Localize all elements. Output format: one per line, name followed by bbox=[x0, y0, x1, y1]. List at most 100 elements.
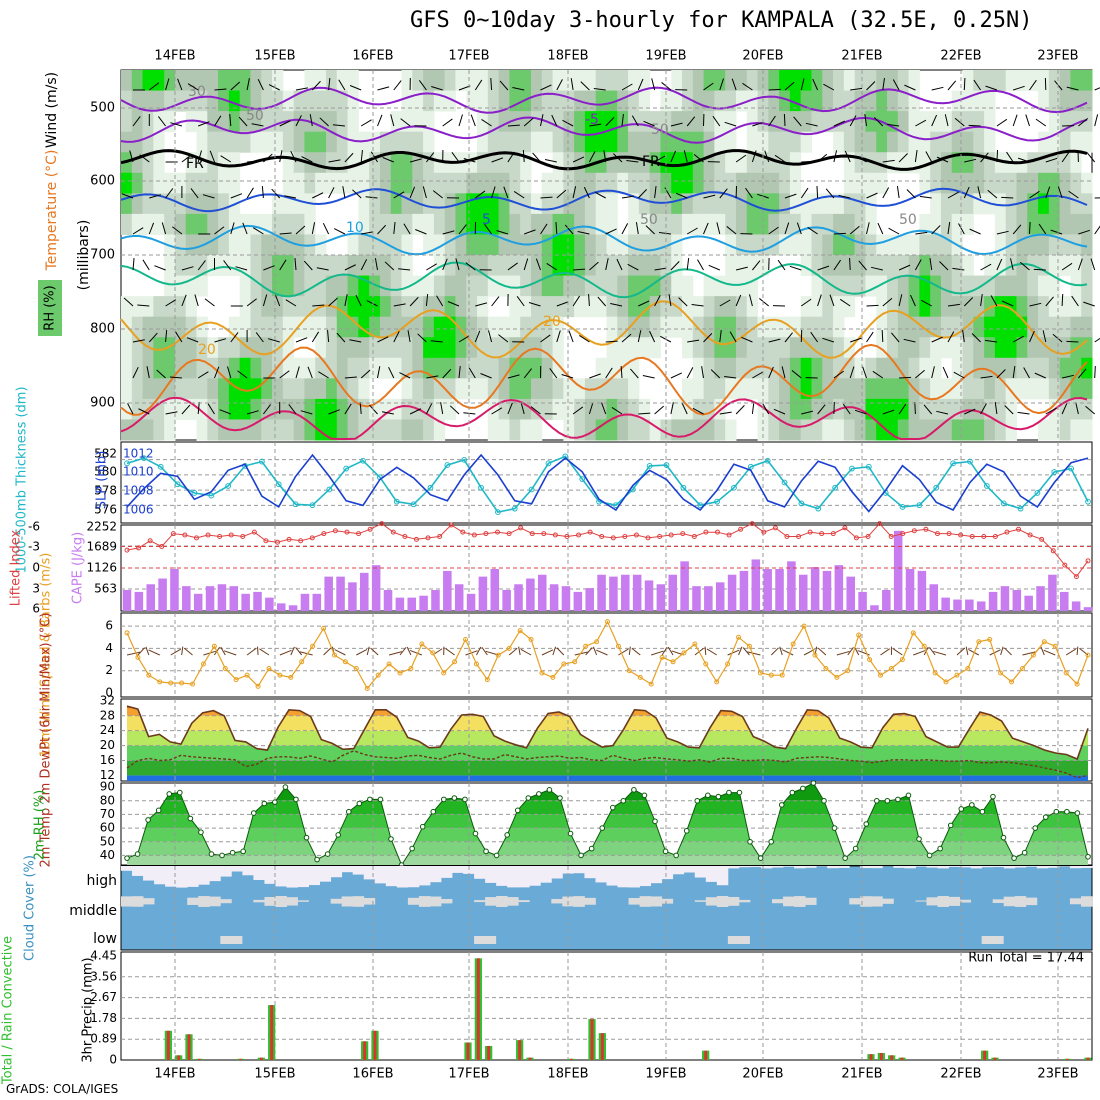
rh-cell bbox=[746, 378, 759, 400]
rh-cell bbox=[541, 172, 554, 194]
rh-cell bbox=[520, 193, 532, 215]
rh-cell bbox=[822, 234, 834, 256]
rh-cell bbox=[121, 398, 133, 420]
wind-barb bbox=[791, 370, 802, 379]
li-marker bbox=[714, 529, 720, 535]
rh-cell bbox=[164, 275, 176, 297]
wind-barb bbox=[731, 78, 737, 91]
rh-cell bbox=[692, 213, 705, 235]
rh-cell bbox=[379, 275, 392, 297]
wind-barb bbox=[1050, 229, 1063, 235]
rh-cell bbox=[131, 316, 144, 338]
rh-cell bbox=[725, 419, 737, 441]
cape-bar bbox=[1071, 601, 1081, 611]
rh-cell bbox=[552, 70, 564, 92]
rh-cell bbox=[239, 296, 251, 318]
rh-cell bbox=[142, 90, 154, 112]
wind-barb bbox=[132, 258, 135, 271]
rh-cell bbox=[142, 131, 154, 153]
rh-cell bbox=[520, 152, 532, 174]
wind-barb bbox=[686, 367, 694, 379]
rh-cell bbox=[185, 296, 198, 318]
wind-barb bbox=[295, 115, 302, 127]
rh-cell bbox=[940, 398, 953, 420]
wind-barb bbox=[829, 294, 835, 307]
rh-cell bbox=[218, 255, 230, 277]
rh-cell bbox=[606, 193, 618, 215]
wind-barb bbox=[1003, 647, 1012, 656]
precip-conv-bar bbox=[590, 1019, 594, 1060]
rh-cell bbox=[994, 255, 1007, 277]
rh-cell bbox=[811, 90, 823, 112]
rh-cell bbox=[541, 193, 554, 215]
wind-marker bbox=[757, 670, 763, 676]
cloud-high-cell bbox=[429, 866, 442, 883]
wind-marker bbox=[746, 643, 752, 649]
rh-marker bbox=[831, 825, 838, 831]
rh-cell bbox=[908, 357, 920, 379]
wind-barb bbox=[770, 647, 779, 656]
wind-barb bbox=[230, 332, 239, 343]
wind-marker bbox=[1030, 652, 1036, 658]
cloud-high-cell bbox=[805, 866, 817, 868]
rh-cell bbox=[714, 419, 726, 441]
wind-marker bbox=[539, 670, 545, 676]
rh-cell bbox=[207, 378, 219, 400]
rh-cell bbox=[444, 172, 456, 194]
rh-cell bbox=[336, 419, 349, 441]
rh-cell bbox=[347, 378, 359, 400]
rh-cell bbox=[876, 398, 888, 420]
rh-cell bbox=[617, 316, 629, 338]
rh-cell bbox=[628, 70, 640, 92]
rh-cell bbox=[930, 378, 942, 400]
wind-marker bbox=[375, 672, 381, 678]
cape-bar bbox=[644, 580, 654, 611]
rh-cell bbox=[768, 357, 780, 379]
wind-barb bbox=[693, 154, 704, 163]
wind-marker bbox=[168, 680, 174, 686]
thickness-line-marker bbox=[815, 505, 822, 512]
wind-barb bbox=[836, 650, 850, 656]
wind-barb bbox=[540, 114, 544, 127]
rh-cell bbox=[423, 90, 435, 112]
li-marker bbox=[738, 526, 744, 532]
wind-barb bbox=[789, 265, 802, 271]
thickness-line-marker bbox=[427, 484, 434, 491]
rh-cell bbox=[390, 193, 403, 215]
cloud-mid-cell bbox=[198, 896, 210, 907]
rh-cell bbox=[174, 398, 187, 420]
wind-barb bbox=[181, 266, 194, 271]
wind-barb bbox=[768, 88, 781, 91]
li-marker bbox=[587, 529, 593, 535]
wind-barb bbox=[954, 117, 965, 127]
rh-cell bbox=[207, 172, 219, 194]
thickness-line-marker bbox=[646, 463, 653, 469]
rh-cell bbox=[746, 152, 759, 174]
rh-cell bbox=[1027, 193, 1039, 215]
rh-cell bbox=[142, 152, 154, 174]
wind-barb bbox=[947, 80, 957, 91]
wind-barb bbox=[300, 410, 313, 415]
wind-barb bbox=[440, 402, 444, 415]
wind-barb bbox=[1077, 258, 1083, 271]
rh-cell bbox=[714, 90, 726, 112]
rh-cell bbox=[131, 90, 144, 112]
rh-cell bbox=[131, 398, 144, 420]
cape-bar bbox=[490, 568, 500, 611]
wind-barb bbox=[458, 114, 463, 127]
wind-barb bbox=[197, 150, 202, 163]
wind-barb bbox=[570, 78, 574, 91]
wind-barb bbox=[263, 265, 275, 271]
rh-cell bbox=[196, 419, 208, 441]
rh-cell bbox=[757, 234, 769, 256]
wind-barb bbox=[165, 411, 178, 415]
wind-barb bbox=[145, 646, 150, 656]
rh-cell bbox=[854, 255, 866, 277]
wind-barb bbox=[447, 301, 460, 307]
rh-cell bbox=[153, 213, 165, 235]
rh-cell bbox=[174, 275, 187, 297]
cloud-mid-cell bbox=[992, 899, 1005, 904]
rh-cell bbox=[768, 419, 780, 441]
rh-cell bbox=[272, 90, 284, 112]
x-tick-label: 21FEB bbox=[841, 1067, 882, 1082]
